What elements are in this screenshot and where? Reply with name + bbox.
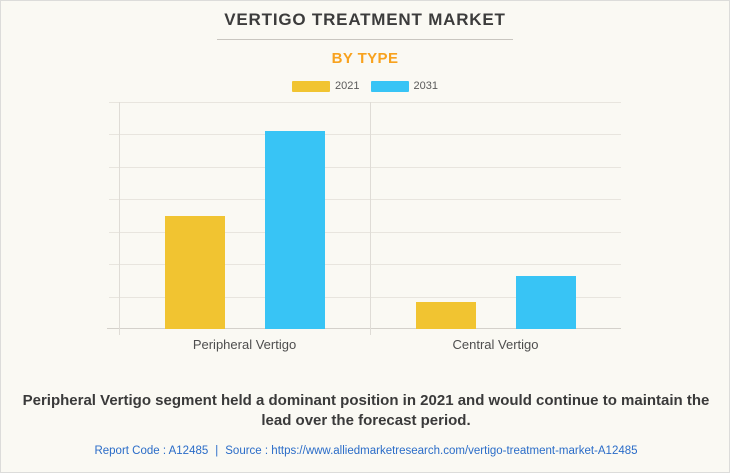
bar-peripheral-vertigo-2031[interactable] (264, 130, 325, 329)
legend-item-2021[interactable]: 2021 (292, 80, 360, 92)
source-label: Source : (225, 445, 269, 457)
gridline (109, 199, 621, 201)
legend-swatch-2031 (370, 80, 409, 92)
legend-label-2031: 2031 (413, 80, 438, 92)
gridline (109, 102, 621, 103)
gridline (109, 296, 621, 298)
chart-title: VERTIGO TREATMENT MARKET (224, 10, 506, 29)
x-axis-labels: Peripheral Vertigo Central Vertigo (119, 337, 621, 352)
report-code: Report Code : A12485 (94, 445, 209, 457)
bar-central-vertigo-2031[interactable] (515, 276, 576, 329)
footer-separator: | (215, 445, 219, 457)
chart-subtitle: BY TYPE (331, 50, 399, 67)
bar-central-vertigo-2021[interactable] (415, 302, 476, 329)
legend-label-2021: 2021 (335, 80, 360, 92)
x-axis-baseline (107, 328, 621, 329)
legend-swatch-2021 (292, 80, 331, 92)
category-label-central-vertigo: Central Vertigo (452, 337, 539, 352)
bar-peripheral-vertigo-2021[interactable] (164, 216, 225, 329)
gridline (109, 134, 621, 136)
title-underline (217, 39, 513, 40)
annotation-text: Peripheral Vertigo segment held a domina… (22, 392, 710, 429)
plot-area (107, 102, 621, 335)
source-link[interactable]: https://www.alliedmarketresearch.com/ver… (271, 445, 638, 457)
gridline (109, 264, 621, 266)
category-label-peripheral-vertigo: Peripheral Vertigo (192, 337, 297, 352)
legend: 2021 2031 (1, 80, 729, 92)
y-axis-line (119, 102, 120, 335)
category-divider (370, 102, 371, 335)
footer: Report Code : A12485 | Source : https://ww… (1, 445, 729, 457)
legend-item-2031[interactable]: 2031 (370, 80, 438, 92)
gridline (109, 231, 621, 233)
gridline (109, 166, 621, 168)
